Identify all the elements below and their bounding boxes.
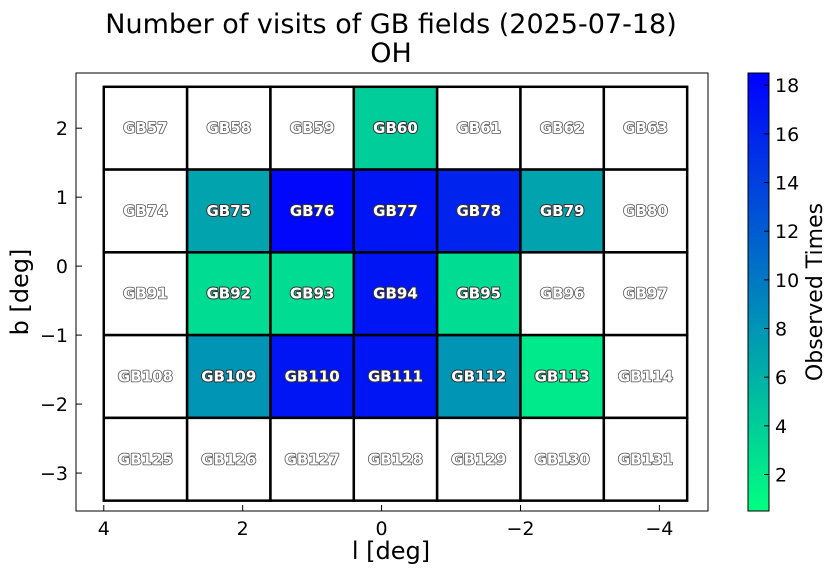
cell-label: GB59 (290, 119, 335, 137)
colorbar-tick-label: 8 (775, 319, 787, 341)
cell-label: GB60 (373, 119, 418, 137)
y-tick-label: 2 (56, 118, 68, 140)
heatmap-cell (352, 251, 439, 337)
y-tick-label: 1 (56, 187, 68, 209)
cell-label: GB110 (285, 367, 340, 385)
x-tick-label: 2 (237, 518, 249, 540)
x-tick-label: −4 (645, 518, 673, 540)
cell-label: GB127 (285, 450, 340, 468)
x-tick-label: 4 (98, 518, 110, 540)
x-axis-ticks: 4 2 0 −2 −4 (98, 505, 673, 540)
heatmap-cell (102, 85, 189, 171)
cell-label: GB61 (457, 119, 502, 137)
cell-label: GB92 (206, 285, 251, 303)
cell-label: GB97 (623, 285, 668, 303)
cell-label: GB125 (118, 450, 173, 468)
heatmap-cell (185, 416, 272, 502)
heatmap-cells: GB57 GB58 GB59 GB60 GB61 GB62 GB63 GB74 GB75 GB76… (102, 85, 689, 502)
cell-label: GB96 (540, 285, 585, 303)
colorbar-tick-label: 16 (775, 124, 799, 146)
colorbar-tick-label: 6 (775, 367, 787, 389)
cell-label: GB95 (457, 285, 502, 303)
y-tick-label: 0 (56, 256, 68, 278)
heatmap-cell (435, 251, 522, 337)
cell-label: GB74 (123, 202, 168, 220)
colorbar-ticks: 2 4 6 8 10 12 14 16 18 (764, 75, 799, 487)
colorbar-tick-label: 10 (775, 270, 799, 292)
cell-label: GB79 (540, 202, 585, 220)
colorbar-tick-label: 12 (775, 221, 799, 243)
cell-label: GB129 (451, 450, 506, 468)
colorbar-tick-label: 4 (775, 416, 787, 438)
cell-label: GB58 (206, 119, 251, 137)
cell-label: GB78 (457, 202, 502, 220)
x-tick-label: −2 (506, 518, 534, 540)
heatmap-cell (519, 416, 606, 502)
cell-label: GB112 (451, 367, 506, 385)
cell-label: GB128 (368, 450, 423, 468)
heatmap-cell (602, 333, 689, 420)
cell-label: GB94 (373, 285, 418, 303)
colorbar-tick-label: 18 (775, 75, 799, 97)
heatmap-cell (602, 416, 689, 502)
cell-label: GB113 (535, 367, 590, 385)
y-axis-ticks: 2 1 0 −1 −2 −3 (40, 118, 82, 485)
y-tick-label: −1 (40, 325, 68, 347)
cell-label: GB108 (118, 367, 173, 385)
y-tick-label: −3 (40, 463, 68, 485)
colorbar-tick-label: 2 (775, 465, 787, 487)
chart-title: Number of visits of GB fields (2025-07-1… (105, 9, 676, 40)
cell-label: GB131 (618, 450, 673, 468)
heatmap-cell (435, 416, 522, 502)
cell-label: GB111 (368, 367, 423, 385)
heatmap-cell (519, 168, 606, 254)
cell-label: GB57 (123, 119, 168, 137)
heatmap-cell (102, 251, 189, 337)
cell-label: GB80 (623, 202, 668, 220)
heatmap-cell (102, 333, 189, 420)
cell-label: GB76 (290, 202, 335, 220)
x-tick-label: 0 (376, 518, 388, 540)
heatmap-cell (435, 85, 522, 171)
heatmap-cell (519, 251, 606, 337)
heatmap-cell (602, 251, 689, 337)
cell-label: GB63 (623, 119, 668, 137)
heatmap-cell (435, 333, 522, 420)
heatmap-cell (602, 85, 689, 171)
x-axis-label: l [deg] (352, 537, 430, 565)
cell-label: GB93 (290, 285, 335, 303)
colorbar-label: Observed Times (803, 203, 828, 381)
cell-label: GB126 (201, 450, 256, 468)
cell-label: GB77 (373, 202, 418, 220)
colorbar-tick-label: 14 (775, 173, 799, 195)
heatmap-cell (185, 251, 272, 337)
y-axis-label: b [deg] (6, 249, 34, 336)
cell-label: GB114 (618, 367, 673, 385)
y-tick-label: −2 (40, 394, 68, 416)
heatmap-cell (185, 168, 272, 254)
colorbar (747, 72, 770, 512)
heatmap-cell (352, 168, 439, 254)
cell-label: GB109 (201, 367, 256, 385)
chart-subtitle: OH (370, 38, 412, 69)
cell-label: GB62 (540, 119, 585, 137)
cell-label: GB91 (123, 285, 168, 303)
cell-label: GB75 (206, 202, 251, 220)
cell-label: GB130 (535, 450, 590, 468)
